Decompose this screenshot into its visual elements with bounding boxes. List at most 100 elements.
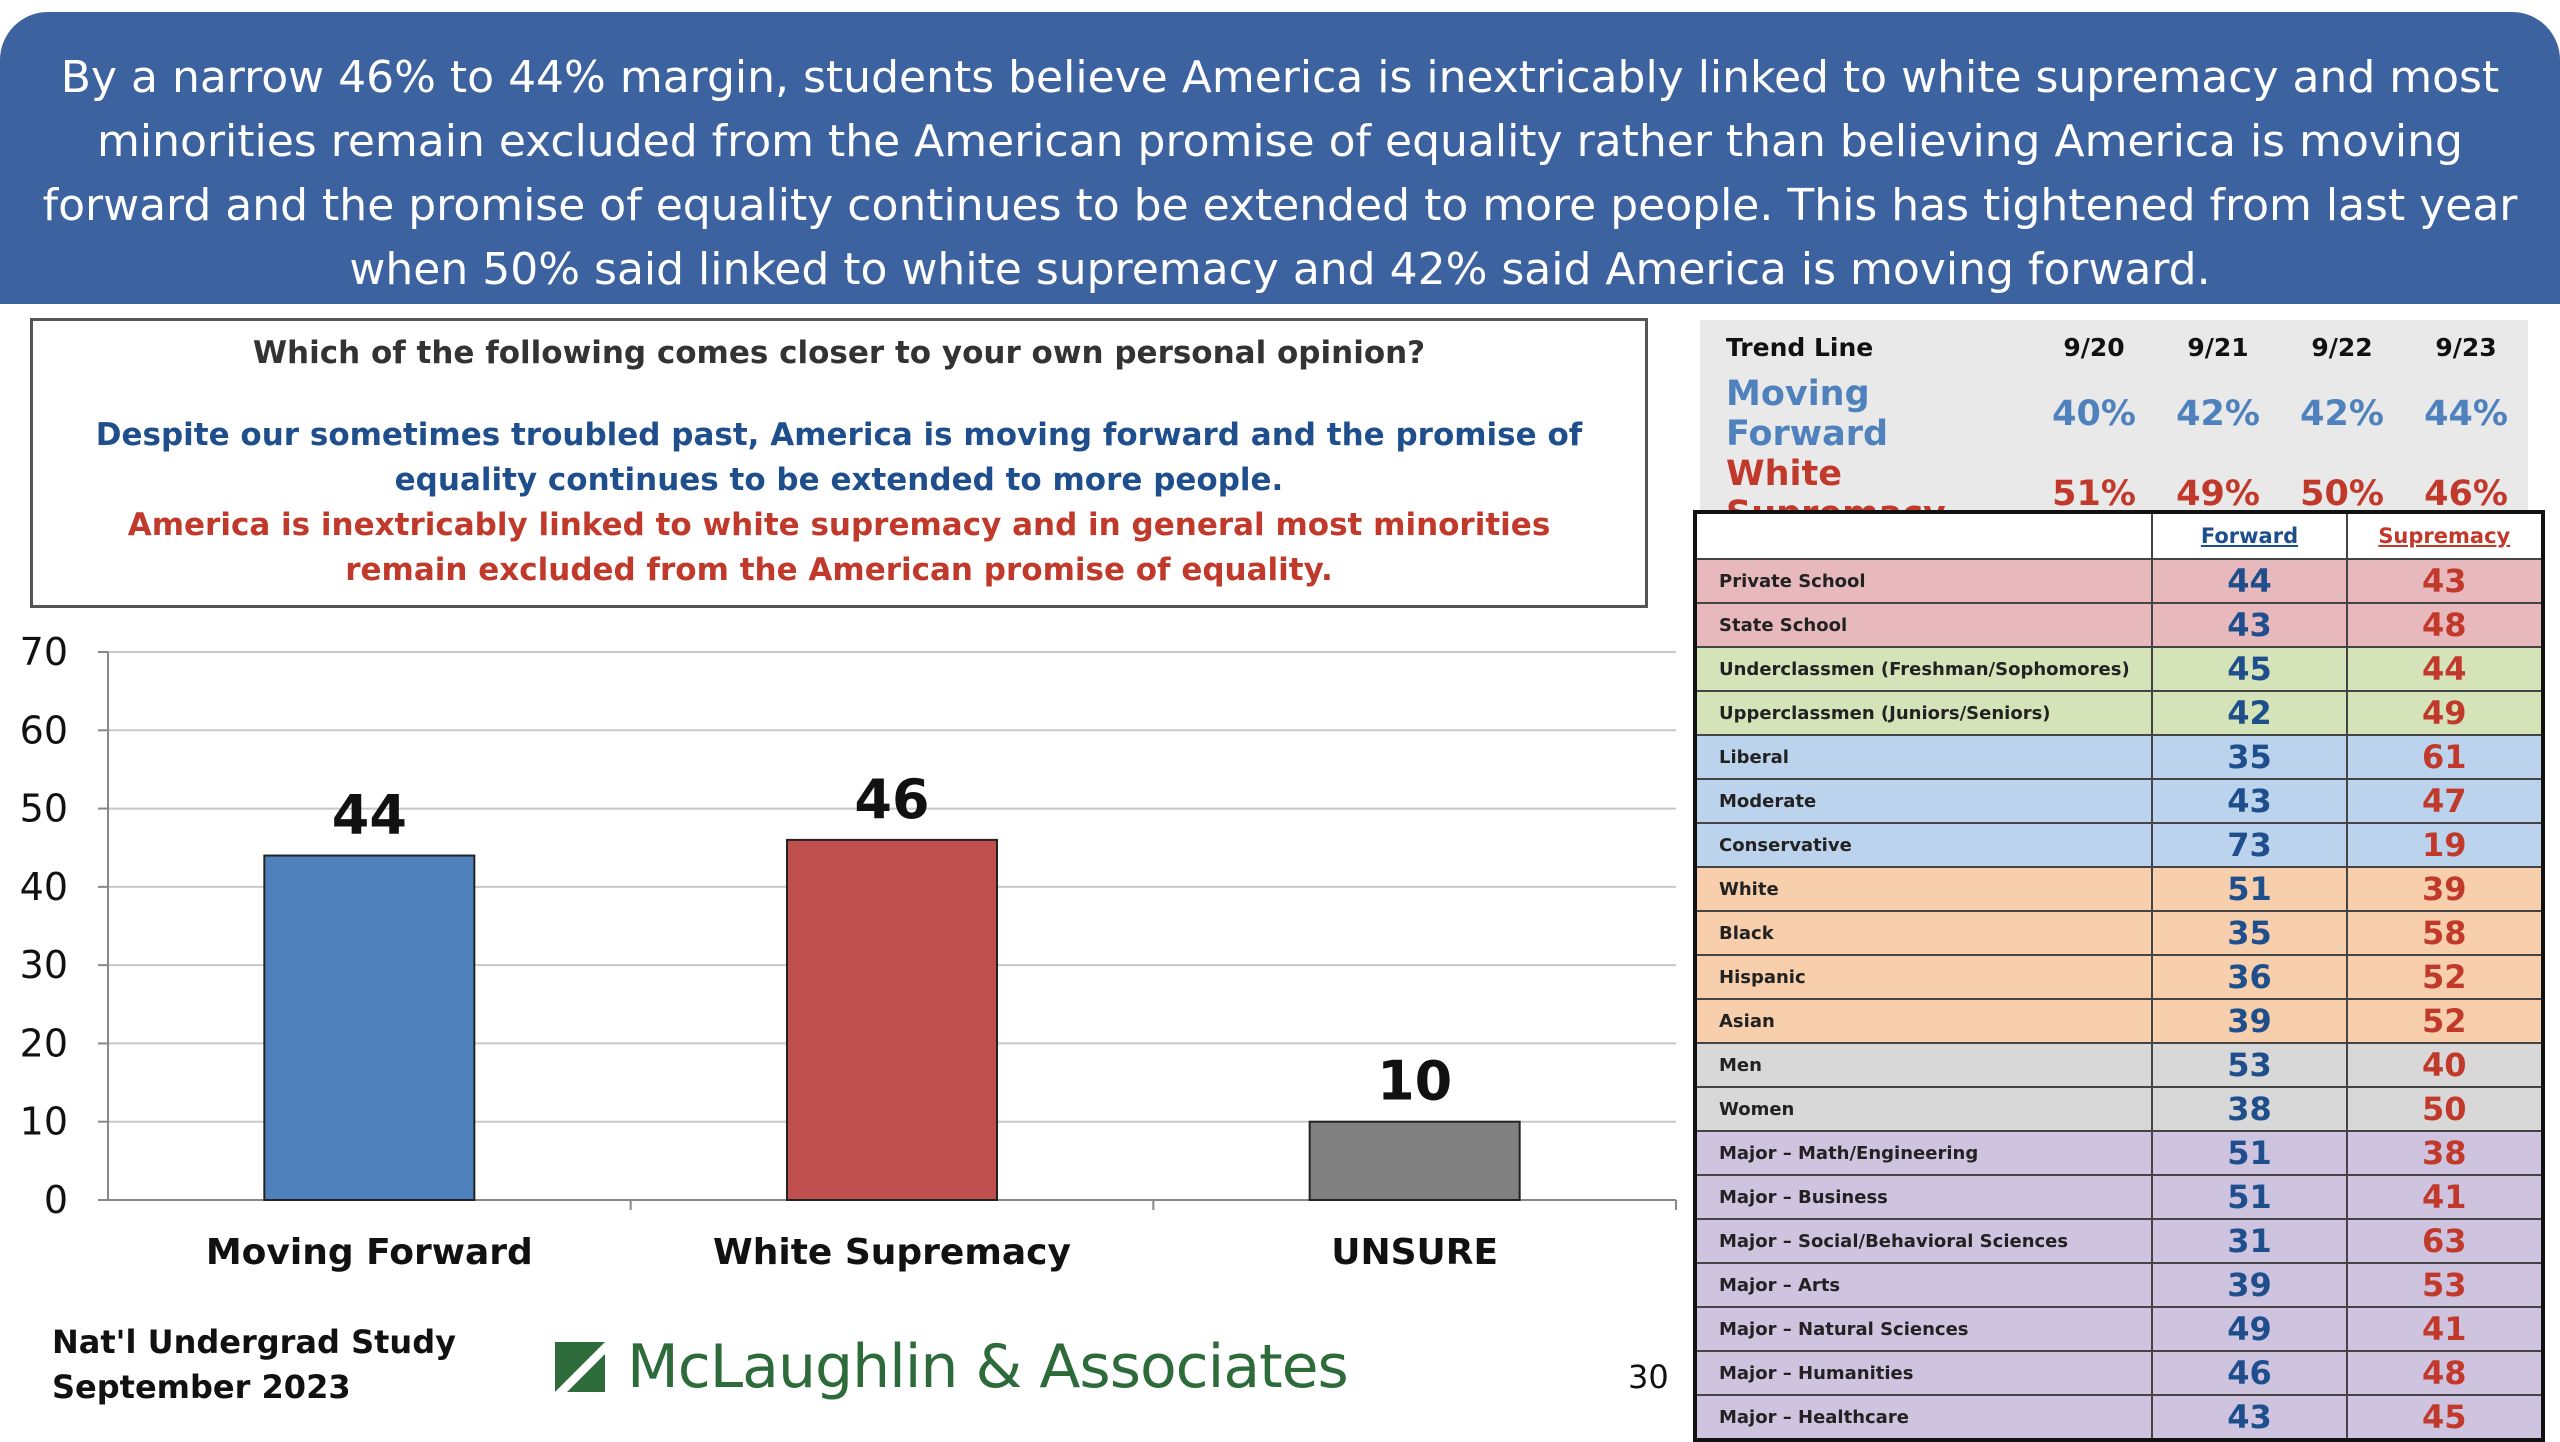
bar-chart: 0 10 20 30 40 50 60 70 44 Moving Forward 46 White S… (20, 630, 1677, 1273)
subgroup-name: Major – Healthcare (1693, 1394, 2154, 1441)
supremacy-value: 52 (2345, 998, 2545, 1044)
trend-date: 9/21 (2187, 332, 2249, 362)
y-tick-label: 0 (44, 1178, 68, 1222)
y-tick-label: 30 (20, 943, 68, 987)
subgroup-row: Asian 39 52 (1693, 998, 2545, 1044)
subgroup-row: Major – Business 51 41 (1693, 1174, 2545, 1220)
forward-value: 51 (2151, 866, 2348, 912)
supremacy-value: 48 (2345, 1350, 2545, 1396)
bar (786, 838, 998, 1201)
forward-value: 43 (2151, 778, 2348, 824)
supremacy-value: 40 (2345, 1042, 2545, 1088)
subgroup-table: Forward Supremacy Private School 44 43 Stat… (1693, 510, 2545, 1442)
supremacy-value: 52 (2345, 954, 2545, 1000)
supremacy-value: 53 (2345, 1262, 2545, 1308)
trend-value: 51% (2052, 474, 2136, 514)
subgroup-name: Major – Math/Engineering (1693, 1130, 2154, 1176)
category-label: Moving Forward (206, 1232, 533, 1273)
subgroup-row: Major – Arts 39 53 (1693, 1262, 2545, 1308)
subgroup-name: Major – Natural Sciences (1693, 1306, 2154, 1352)
column-header-supremacy: Supremacy (2345, 511, 2545, 560)
study-name: Nat'l Undergrad Study (52, 1323, 456, 1361)
data-label: 10 (1377, 1050, 1452, 1113)
forward-value: 39 (2151, 998, 2348, 1044)
headline-banner: By a narrow 46% to 44% margin, students … (0, 12, 2560, 304)
trend-value: 40% (2052, 394, 2136, 434)
forward-value: 42 (2151, 690, 2348, 736)
question-prompt: Which of the following comes closer to y… (252, 335, 1426, 371)
subgroup-row: Men 53 40 (1693, 1042, 2545, 1088)
bar (263, 854, 476, 1202)
subgroup-name: Major – Humanities (1693, 1350, 2154, 1396)
trend-date: 9/20 (2063, 332, 2125, 362)
trend-value: 49% (2176, 474, 2260, 514)
forward-value: 43 (2151, 602, 2348, 648)
forward-value: 39 (2151, 1262, 2348, 1308)
y-tick-label: 20 (20, 1021, 68, 1065)
subgroup-row: Moderate 43 47 (1693, 778, 2545, 824)
subgroup-name: Conservative (1693, 822, 2154, 868)
forward-value: 35 (2151, 910, 2348, 956)
trend-row-label: Moving Forward (1726, 374, 1889, 454)
subgroup-row: Private School 44 43 (1693, 558, 2545, 604)
subgroup-name: Women (1693, 1086, 2154, 1132)
supremacy-value: 43 (2345, 558, 2545, 604)
subgroup-row: Major – Humanities 46 48 (1693, 1350, 2545, 1396)
subgroup-name: Underclassmen (Freshman/Sophomores) (1693, 646, 2154, 692)
supremacy-value: 38 (2345, 1130, 2545, 1176)
company-logo: McLaughlin & Associates (555, 1332, 1349, 1402)
y-tick-label: 70 (20, 630, 68, 674)
trend-value: 44% (2424, 394, 2508, 434)
subgroup-row: White 51 39 (1693, 866, 2545, 912)
forward-value: 51 (2151, 1130, 2348, 1176)
subgroup-name: Upperclassmen (Juniors/Seniors) (1693, 690, 2154, 736)
supremacy-value: 48 (2345, 602, 2545, 648)
forward-value: 44 (2151, 558, 2348, 604)
trend-date: 9/22 (2311, 332, 2373, 362)
forward-statement: Despite our sometimes troubled past, Ame… (95, 417, 1583, 498)
trend-value: 46% (2424, 474, 2508, 514)
subgroup-name: White (1693, 866, 2154, 912)
supremacy-value: 41 (2345, 1174, 2545, 1220)
trend-value: 42% (2176, 394, 2260, 434)
question-box: Which of the following comes closer to y… (30, 318, 1648, 608)
subgroup-row: Conservative 73 19 (1693, 822, 2545, 868)
bar (1308, 1120, 1521, 1202)
supremacy-value: 41 (2345, 1306, 2545, 1352)
trend-value: 50% (2300, 474, 2384, 514)
supremacy-value: 44 (2345, 646, 2545, 692)
y-tick-label: 50 (20, 787, 68, 831)
trend-header-label: Trend Line (1726, 332, 1874, 362)
subgroup-name: State School (1693, 602, 2154, 648)
forward-value: 49 (2151, 1306, 2348, 1352)
forward-value: 35 (2151, 734, 2348, 780)
study-date: September 2023 (52, 1368, 351, 1406)
subgroup-row: Upperclassmen (Juniors/Seniors) 42 49 (1693, 690, 2545, 736)
subgroup-row: Liberal 35 61 (1693, 734, 2545, 780)
supremacy-value: 45 (2345, 1394, 2545, 1441)
subgroup-row: Major – Healthcare 43 45 (1693, 1394, 2545, 1441)
subgroup-row: Underclassmen (Freshman/Sophomores) 45 44 (1693, 646, 2545, 692)
subgroup-row: State School 43 48 (1693, 602, 2545, 648)
subgroup-name: Asian (1693, 998, 2154, 1044)
subgroup-name: Moderate (1693, 778, 2154, 824)
subgroup-row: Women 38 50 (1693, 1086, 2545, 1132)
subgroup-row: Hispanic 36 52 (1693, 954, 2545, 1000)
forward-value: 45 (2151, 646, 2348, 692)
page-number: 30 (1628, 1358, 1669, 1396)
supremacy-value: 39 (2345, 866, 2545, 912)
supremacy-value: 49 (2345, 690, 2545, 736)
subgroup-name: Major – Business (1693, 1174, 2154, 1220)
data-label: 46 (854, 768, 929, 831)
subgroup-header-blank (1693, 511, 2154, 560)
study-info: Nat'l Undergrad Study September 2023 (52, 1320, 456, 1410)
category-label: White Supremacy (713, 1232, 1071, 1273)
y-tick-label: 60 (20, 708, 68, 752)
subgroup-name: Men (1693, 1042, 2154, 1088)
subgroup-row: Major – Social/Behavioral Sciences 31 63 (1693, 1218, 2545, 1264)
logo-mark-icon (555, 1342, 605, 1392)
subgroup-name: Private School (1693, 558, 2154, 604)
logo-text: McLaughlin & Associates (627, 1332, 1349, 1402)
trend-table: Trend Line 9/20 9/21 9/22 9/23 Moving Fo… (1700, 320, 2528, 534)
supremacy-value: 63 (2345, 1218, 2545, 1264)
